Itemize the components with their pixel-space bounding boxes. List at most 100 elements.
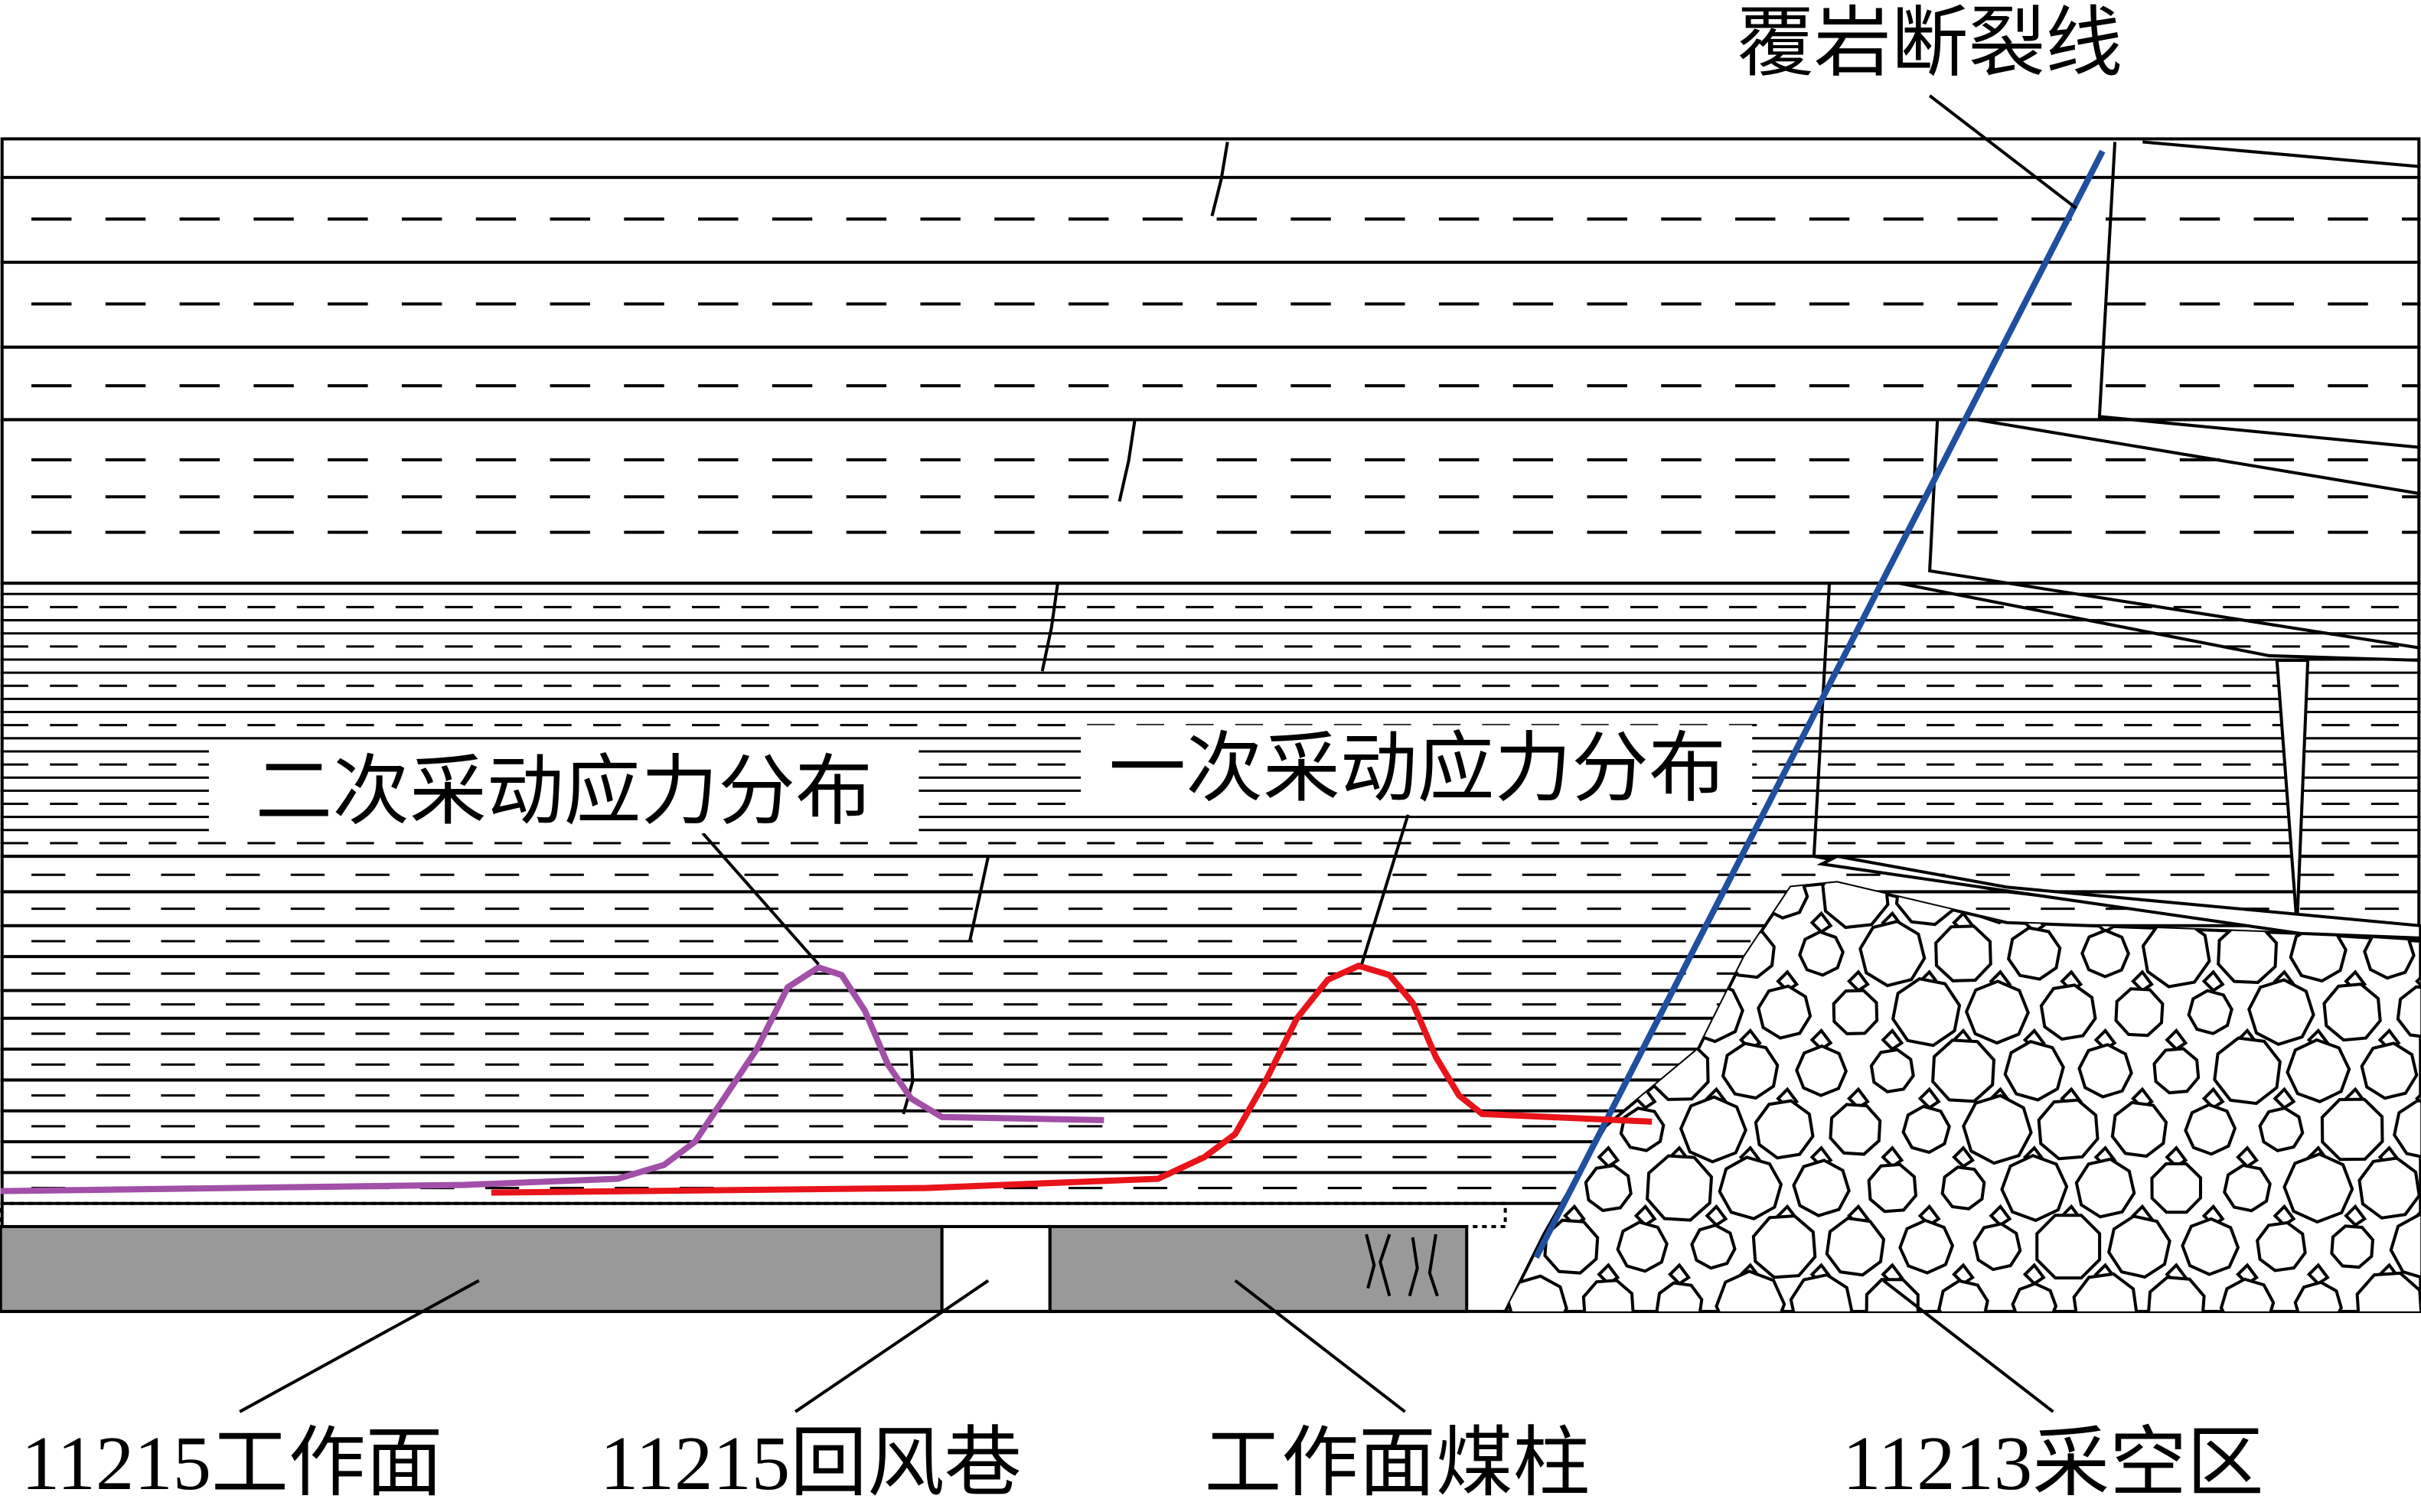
rubble-chip bbox=[2306, 1263, 2330, 1286]
rubble-chip bbox=[2133, 1324, 2152, 1342]
rubble-chip bbox=[1991, 1324, 2009, 1342]
bottom-label: 11213采空区 bbox=[1842, 1420, 2264, 1506]
rubble-block bbox=[1619, 1106, 1666, 1152]
rubble-block bbox=[2072, 1272, 2139, 1312]
rubble-chip bbox=[1707, 1324, 1725, 1342]
rubble-block bbox=[2320, 1097, 2384, 1162]
rubble-block bbox=[2286, 1038, 2351, 1103]
rubble-chip bbox=[1597, 911, 1620, 934]
rubble-block bbox=[2003, 1040, 2065, 1102]
rubble-chip bbox=[2273, 1204, 2296, 1227]
rubble-block bbox=[1792, 1158, 1851, 1217]
rubble-chip bbox=[1778, 1324, 1796, 1342]
rubble-block bbox=[1646, 1154, 1714, 1222]
rubble-block bbox=[2217, 923, 2279, 985]
rubble-chip bbox=[1597, 1145, 1620, 1168]
rubble-chip bbox=[1636, 1324, 1655, 1342]
rubble-block bbox=[1655, 1281, 1704, 1312]
rubble-chip bbox=[1952, 1145, 1976, 1168]
rubble-block bbox=[1690, 1223, 1737, 1270]
rubble-block bbox=[1891, 977, 1962, 1048]
rubble-chip bbox=[1881, 1145, 1904, 1168]
first-stress-label: 一次采动应力分布 bbox=[1108, 725, 1725, 811]
crack bbox=[1210, 142, 1229, 217]
rubble-block bbox=[2213, 1036, 2282, 1106]
rubble-block bbox=[1867, 1162, 1918, 1214]
rubble-chip bbox=[2130, 969, 2154, 993]
rubble-block bbox=[2011, 1282, 2058, 1312]
rubble-chip bbox=[2346, 1324, 2364, 1342]
rubble-block bbox=[2080, 928, 2130, 979]
rubble-block bbox=[1825, 1216, 1886, 1277]
rubble-block bbox=[2152, 1047, 2201, 1095]
crack bbox=[1040, 582, 1059, 672]
second-stress-label: 二次采动应力分布 bbox=[255, 749, 872, 835]
rubble-block bbox=[1538, 882, 1605, 928]
rubble-block bbox=[2360, 1041, 2419, 1100]
rubble-block bbox=[2184, 1103, 2237, 1156]
rubble-chip bbox=[2062, 1324, 2080, 1342]
fracture-line bbox=[1533, 149, 2106, 1259]
rubble-chip bbox=[1668, 1263, 1692, 1286]
rubble-block bbox=[1795, 1044, 1848, 1097]
rubble-block bbox=[1934, 924, 1992, 982]
rubble-block bbox=[2325, 882, 2380, 923]
rubble-chip bbox=[2344, 1204, 2367, 1227]
rubble-block bbox=[1798, 930, 1845, 977]
rubble-block bbox=[2256, 1220, 2307, 1272]
rubble-chip bbox=[1989, 1204, 2012, 1227]
second-stress-curve bbox=[0, 963, 1104, 1194]
rubble-block bbox=[1505, 917, 1573, 989]
rubble-chip bbox=[2204, 1324, 2223, 1342]
bottom-label: 11215工作面 bbox=[21, 1420, 443, 1506]
rubble-block bbox=[2357, 1156, 2421, 1220]
rubble-chip bbox=[1633, 969, 1657, 993]
broken-blocks bbox=[1812, 140, 2421, 940]
rubble-block bbox=[2110, 1100, 2168, 1158]
rubble-block bbox=[2181, 1217, 2240, 1276]
rubble-chip bbox=[1705, 969, 1728, 993]
rubble-block bbox=[1901, 1104, 1951, 1155]
rubble-chip bbox=[1668, 911, 1692, 934]
rubble-block bbox=[1512, 1045, 1562, 1096]
rubble-block bbox=[2114, 987, 2165, 1038]
rubble-chip bbox=[1809, 911, 1833, 934]
rubble-block bbox=[1584, 1164, 1633, 1213]
rubble-chip bbox=[2417, 1324, 2421, 1342]
rubble-block bbox=[1751, 1214, 1817, 1279]
rubble-block bbox=[2247, 978, 2315, 1047]
rubble-chip bbox=[1565, 1324, 1584, 1342]
rubble-block bbox=[2141, 918, 2211, 989]
label-bg bbox=[208, 743, 919, 833]
rubble-block bbox=[1754, 1099, 1815, 1160]
rubble-block bbox=[2223, 1163, 2272, 1213]
crack bbox=[967, 855, 990, 942]
rubble-block bbox=[2077, 1043, 2133, 1099]
rubble-block bbox=[2007, 926, 2062, 981]
rubble-block bbox=[2293, 1280, 2344, 1312]
rubble-chip bbox=[2273, 1087, 2296, 1110]
rubble-block bbox=[1543, 1218, 1600, 1275]
rubble-block bbox=[2282, 1152, 2354, 1224]
rubble-block bbox=[1898, 1218, 1955, 1275]
rubble-block bbox=[1964, 979, 2030, 1045]
rubble-block bbox=[1869, 1048, 1915, 1093]
rubble-block bbox=[2187, 989, 2233, 1035]
rubble-block bbox=[1931, 1038, 1996, 1103]
rubble-chip bbox=[2201, 969, 2225, 993]
rubble-block bbox=[1506, 1274, 1568, 1312]
rubble-block bbox=[1940, 1165, 1986, 1211]
rubble-chip bbox=[1849, 1324, 1868, 1342]
rubble-chip bbox=[1917, 1087, 1941, 1110]
rubble-block bbox=[2322, 982, 2382, 1042]
first-stress-curve bbox=[491, 962, 1653, 1196]
crack bbox=[1118, 419, 1137, 502]
rubble-chip bbox=[1562, 1087, 1586, 1110]
rubble-chip bbox=[2275, 1324, 2293, 1342]
rubble-block bbox=[1679, 1095, 1747, 1164]
rubble-chip bbox=[1920, 1324, 1939, 1342]
rubble-block bbox=[2146, 1276, 2206, 1312]
rubble-chip bbox=[1738, 911, 1762, 934]
